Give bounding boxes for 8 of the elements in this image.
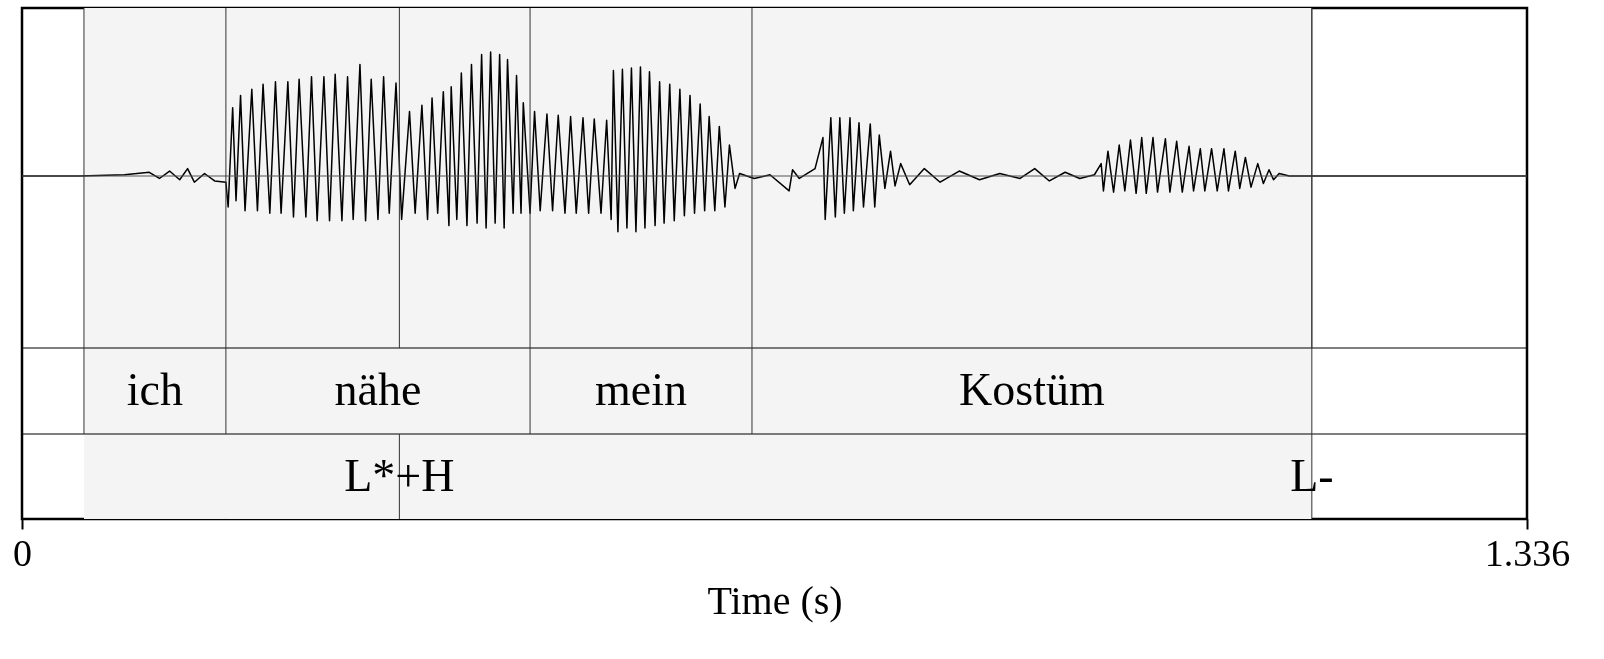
band-label: nähe [334, 364, 422, 415]
x-tick-label: 0 [13, 531, 32, 574]
band-label: ich [126, 364, 184, 415]
ref-line-label: L- [1290, 449, 1334, 501]
x-axis-title: Time (s) [707, 577, 843, 623]
band-label: Kostüm [959, 364, 1105, 415]
band-label: mein [595, 364, 687, 415]
x-tick-label: 1.336 [1484, 531, 1571, 574]
